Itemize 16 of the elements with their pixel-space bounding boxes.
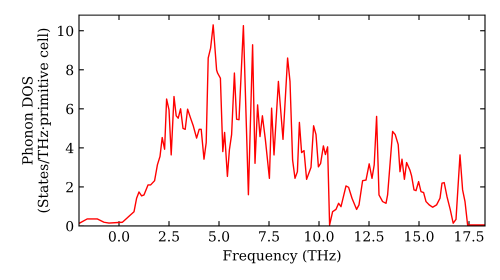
y-axis-title: Phonon DOS (States/THz·primitive cell) xyxy=(22,28,51,212)
x-tick-label: 10.0 xyxy=(305,231,334,242)
y-tick-label: 0 xyxy=(66,220,74,232)
y-tick-label: 10 xyxy=(58,26,74,36)
x-tick-label: 0.0 xyxy=(108,231,130,242)
x-axis-title: Frequency (THz) xyxy=(223,250,340,264)
x-tick-label: 15.0 xyxy=(405,231,434,242)
y-tick-label: 8 xyxy=(66,64,74,76)
x-tick-label: 17.5 xyxy=(455,231,484,242)
x-tick-label: 2.5 xyxy=(158,231,179,242)
y-tick-label: 6 xyxy=(66,104,74,114)
x-tick-label: 12.5 xyxy=(355,231,384,242)
x-tick-label: 5.0 xyxy=(209,231,230,242)
x-tick-label: 7.5 xyxy=(259,231,279,242)
y-tick-label: 4 xyxy=(66,142,74,154)
y-tick-label: 2 xyxy=(66,182,73,192)
